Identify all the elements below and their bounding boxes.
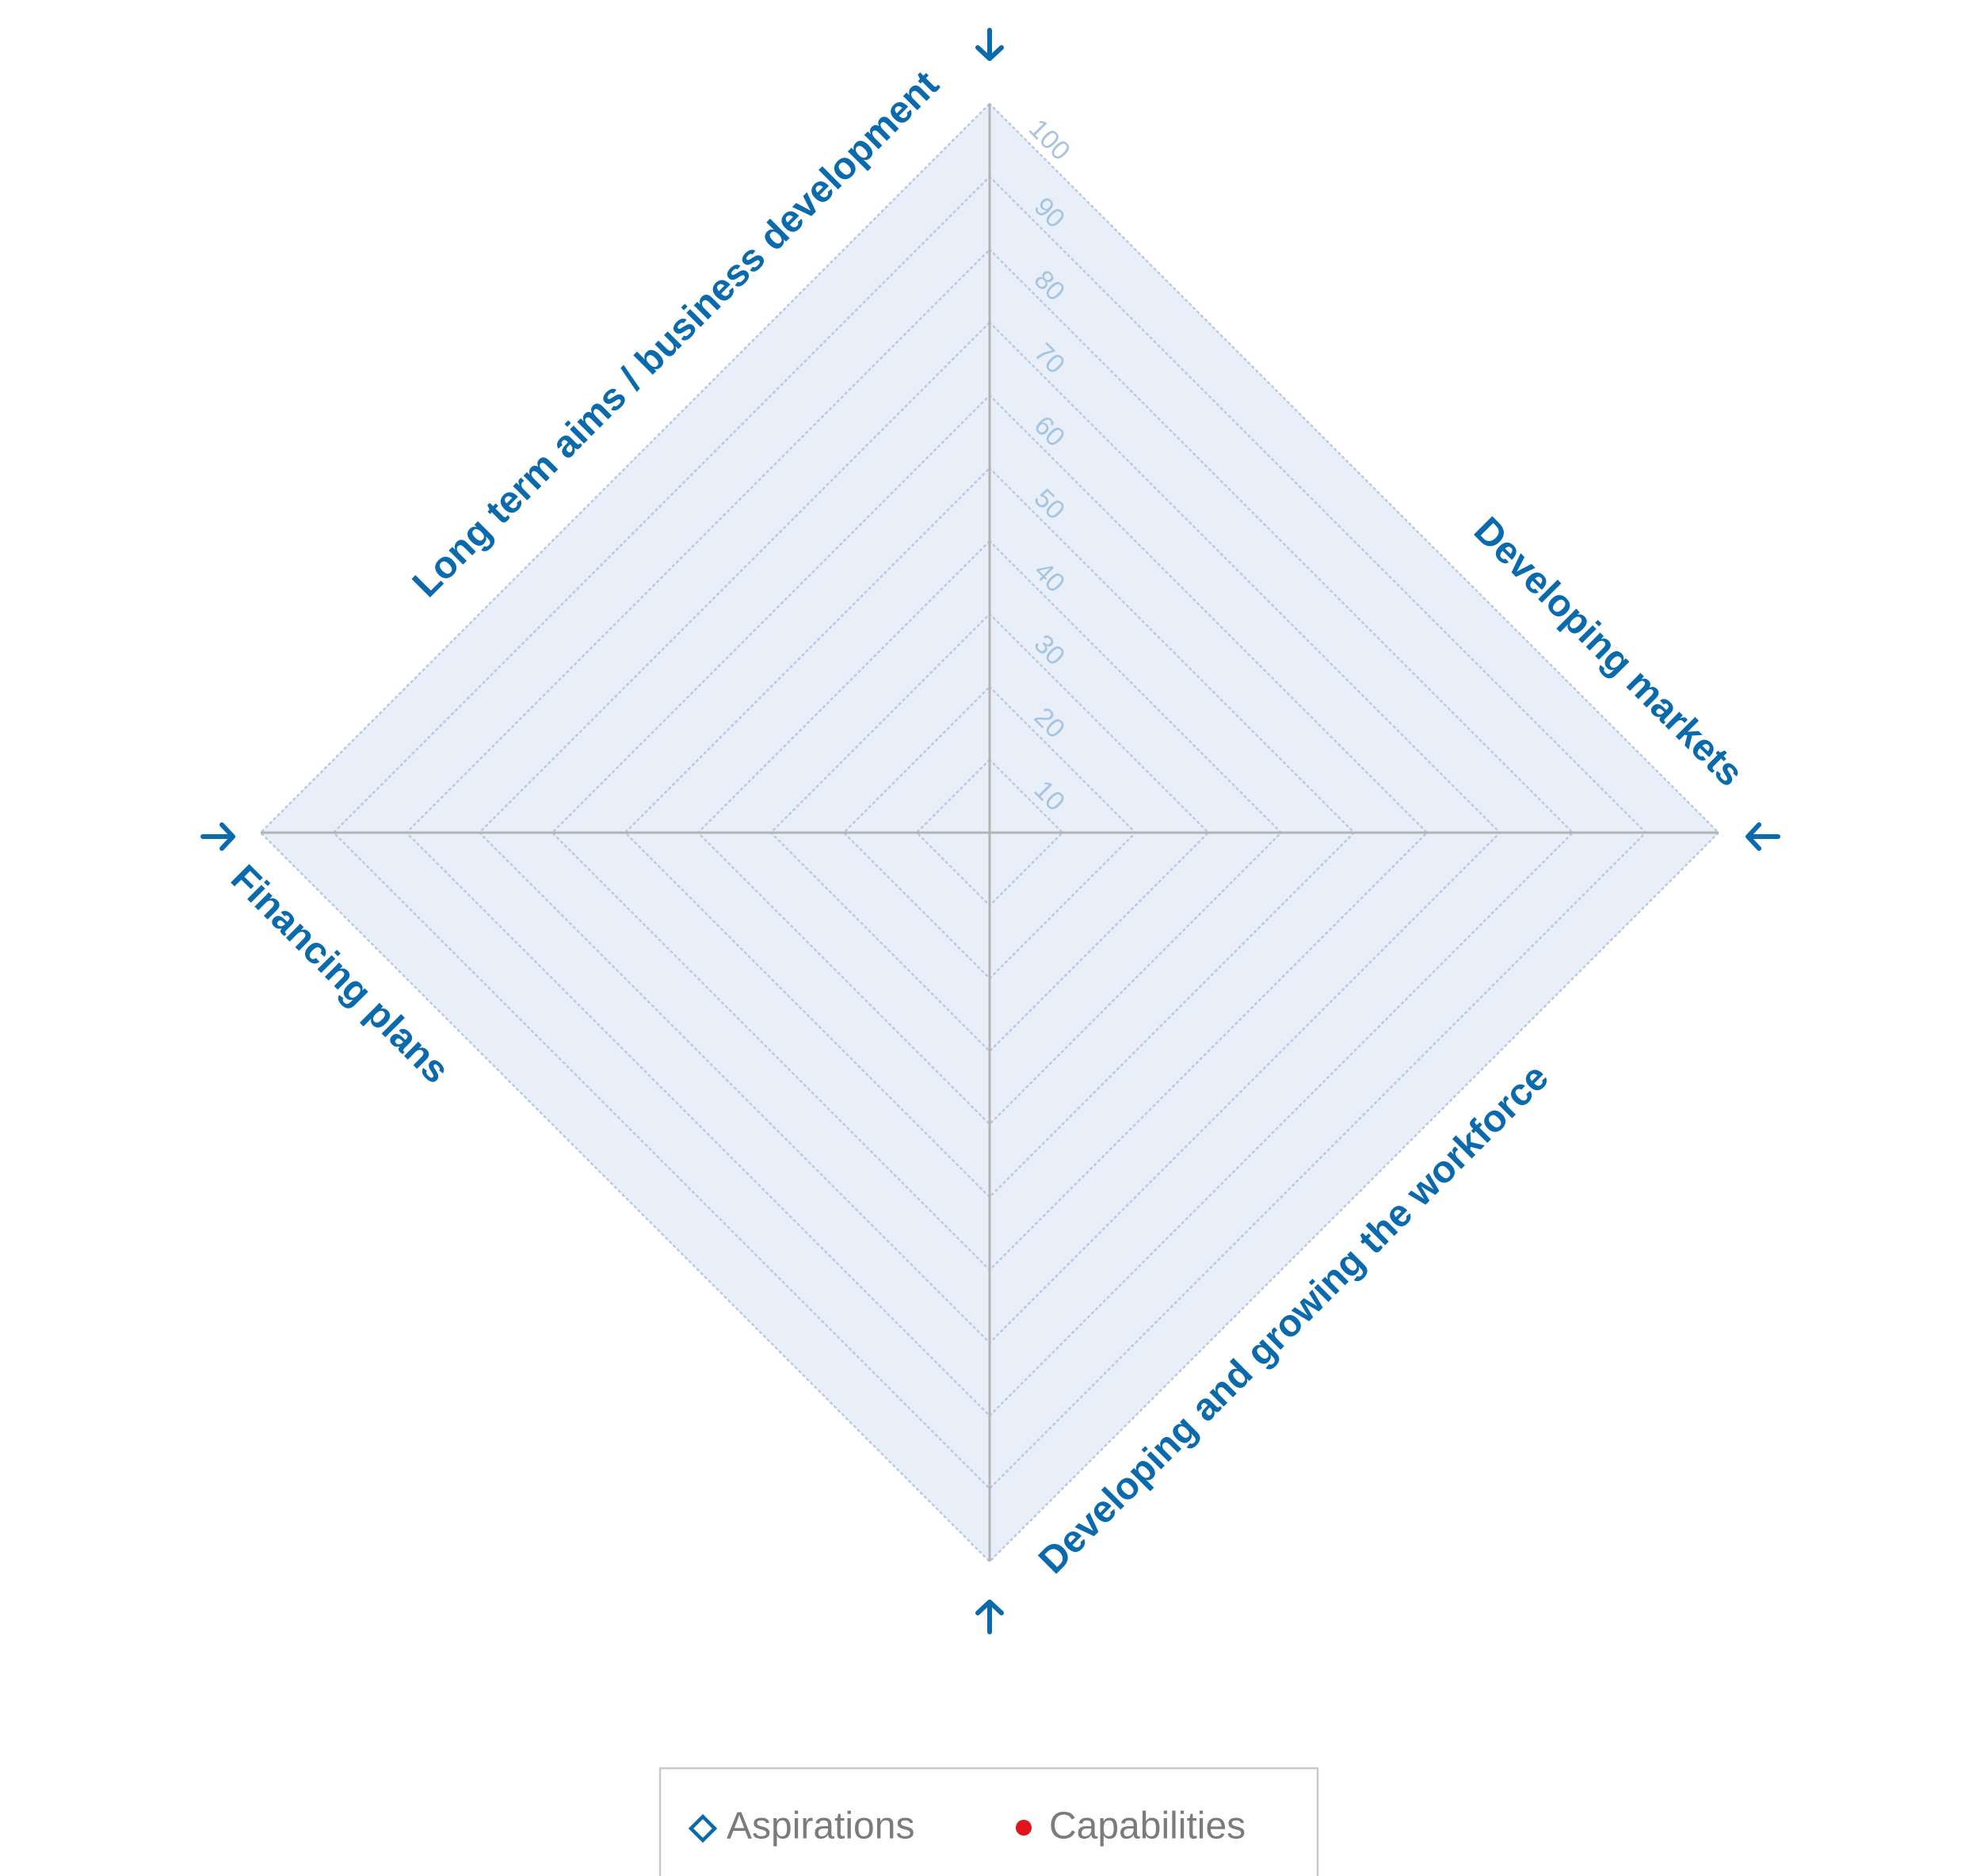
grid-ring-100 xyxy=(259,102,1720,1563)
legend-label-aspirations: Aspirations xyxy=(727,1805,914,1847)
arrow-right-icon xyxy=(200,822,235,851)
grid-ring-40 xyxy=(696,540,1283,1126)
arrow-down-icon xyxy=(975,28,1004,61)
axis-arrows xyxy=(200,28,1780,1634)
legend: Aspirations Capabilities xyxy=(658,1767,1319,1876)
arrow-left-icon xyxy=(1746,822,1780,851)
arrow-up-icon xyxy=(975,1600,1004,1634)
red-dot-icon xyxy=(1016,1820,1032,1836)
legend-box xyxy=(658,1767,1319,1876)
diamond-outline-icon xyxy=(688,1813,718,1844)
legend-label-capabilities: Capabilities xyxy=(1049,1805,1246,1847)
grid-ring-30 xyxy=(769,612,1210,1053)
